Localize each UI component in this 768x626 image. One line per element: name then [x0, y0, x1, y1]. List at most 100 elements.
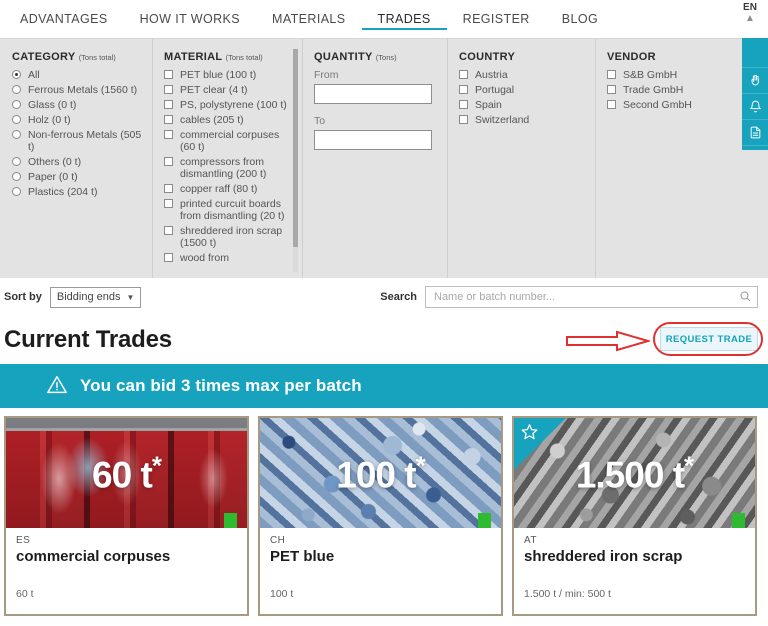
- checkbox-option-compressors[interactable]: compressors from dismantling (200 t): [164, 156, 292, 180]
- bookmark-ribbon-icon[interactable]: [224, 513, 237, 528]
- quantity-to-input[interactable]: [314, 130, 432, 150]
- filter-category-title: CATEGORY (Tons total): [12, 51, 116, 63]
- bookmark-ribbon-icon[interactable]: [732, 513, 745, 528]
- filter-category: CATEGORY (Tons total) All Ferrous Metals…: [0, 39, 152, 278]
- warning-icon: [46, 374, 80, 399]
- checkbox-option-pet-clear[interactable]: PET clear (4 t): [164, 84, 292, 96]
- quantity-from-input[interactable]: [314, 84, 432, 104]
- checkbox-icon: [164, 100, 173, 109]
- checkbox-option-sb-gmbh[interactable]: S&B GmbH: [607, 69, 735, 81]
- language-selector[interactable]: EN ▲: [736, 2, 764, 25]
- checkbox-option-portugal[interactable]: Portugal: [459, 84, 585, 96]
- checkbox-icon: [164, 199, 173, 208]
- nav-item-trades[interactable]: TRADES: [361, 8, 447, 30]
- checkbox-icon: [164, 70, 173, 79]
- checkbox-icon: [164, 226, 173, 235]
- nav-item-blog[interactable]: BLOG: [561, 12, 599, 26]
- nav-item-advantages[interactable]: ADVANTAGES: [20, 12, 108, 26]
- card-country: CH: [270, 535, 286, 546]
- checkbox-option-ps-polystyrene[interactable]: PS, polystyrene (100 t): [164, 99, 292, 111]
- radio-option-paper[interactable]: Paper (0 t): [12, 171, 142, 183]
- checkbox-icon: [164, 130, 173, 139]
- checkbox-icon: [607, 70, 616, 79]
- star-icon[interactable]: [521, 423, 538, 443]
- trade-card-list: 60 t* ES commercial corpuses 60 t 100 t*…: [0, 408, 768, 616]
- checkbox-option-second-gmbh[interactable]: Second GmbH: [607, 99, 735, 111]
- page-title: Current Trades: [4, 326, 172, 353]
- checkbox-option-trade-gmbh[interactable]: Trade GmbH: [607, 84, 735, 96]
- checkbox-icon: [164, 253, 173, 262]
- search-input[interactable]: [432, 288, 739, 306]
- chevron-up-icon: ▲: [745, 13, 755, 24]
- card-quantity-overlay: 60 t*: [92, 450, 162, 496]
- nav-item-how-it-works[interactable]: HOW IT WORKS: [139, 12, 240, 26]
- checkbox-option-austria[interactable]: Austria: [459, 69, 585, 81]
- card-country: AT: [524, 535, 537, 546]
- search-field[interactable]: [425, 286, 758, 308]
- checkbox-option-cables[interactable]: cables (205 t): [164, 114, 292, 126]
- sort-by-label: Sort by: [4, 291, 42, 303]
- search-icon[interactable]: [739, 290, 751, 305]
- checkbox-icon: [164, 184, 173, 193]
- language-label: EN: [743, 2, 757, 13]
- radio-option-holz[interactable]: Holz (0 t): [12, 114, 142, 126]
- checkbox-option-spain[interactable]: Spain: [459, 99, 585, 111]
- checkbox-option-commercial-corpuses[interactable]: commercial corpuses (60 t): [164, 129, 292, 153]
- checkbox-option-switzerland[interactable]: Switzerland: [459, 114, 585, 126]
- card-quantity-overlay: 1.500 t*: [575, 450, 694, 496]
- filter-quantity-title: QUANTITY (Tons): [314, 51, 397, 63]
- bell-icon[interactable]: [742, 94, 768, 120]
- trade-card[interactable]: 1.500 t* AT shreddered iron scrap 1.500 …: [512, 416, 757, 616]
- checkbox-option-copper-raff[interactable]: copper raff (80 t): [164, 183, 292, 195]
- radio-icon: [12, 157, 21, 166]
- search-area: Search: [380, 286, 758, 308]
- card-country: ES: [16, 535, 31, 546]
- radio-icon: [12, 130, 21, 139]
- filter-material-title: MATERIAL (Tons total): [164, 51, 263, 63]
- nav-item-materials[interactable]: MATERIALS: [272, 12, 346, 26]
- filter-quantity: QUANTITY (Tons) From To: [302, 39, 447, 278]
- hand-icon[interactable]: [742, 68, 768, 94]
- checkbox-icon: [459, 100, 468, 109]
- quantity-from-label: From: [314, 69, 339, 81]
- card-body: ES commercial corpuses 60 t: [6, 528, 247, 600]
- request-trade-button[interactable]: REQUEST TRADE: [660, 327, 758, 351]
- trade-card[interactable]: 100 t* CH PET blue 100 t: [258, 416, 503, 616]
- radio-option-ferrous-metals[interactable]: Ferrous Metals (1560 t): [12, 84, 142, 96]
- card-body: AT shreddered iron scrap 1.500 t / min: …: [514, 528, 755, 600]
- checkbox-icon: [164, 115, 173, 124]
- card-title: shreddered iron scrap: [524, 548, 683, 565]
- radio-option-glass[interactable]: Glass (0 t): [12, 99, 142, 111]
- radio-option-all[interactable]: All: [12, 69, 142, 81]
- sort-and-search-bar: Sort by Bidding ends ▼ Search: [0, 278, 768, 316]
- bookmark-ribbon-icon[interactable]: [478, 513, 491, 528]
- material-scrollbar-thumb[interactable]: [293, 49, 298, 247]
- bid-limit-banner: You can bid 3 times max per batch: [0, 364, 768, 408]
- trade-card[interactable]: 60 t* ES commercial corpuses 60 t: [4, 416, 249, 616]
- radio-option-plastics[interactable]: Plastics (204 t): [12, 186, 142, 198]
- card-title: PET blue: [270, 548, 335, 565]
- radio-option-others[interactable]: Others (0 t): [12, 156, 142, 168]
- radio-icon: [12, 172, 21, 181]
- checkbox-option-printed-circuit-boards[interactable]: printed curcuit boards from dismantling …: [164, 198, 292, 222]
- nav-item-register[interactable]: REGISTER: [462, 12, 530, 26]
- filter-vendor-title: VENDOR: [607, 51, 656, 63]
- filter-material: MATERIAL (Tons total) PET blue (100 t) P…: [152, 39, 302, 278]
- card-image: 100 t*: [260, 418, 501, 528]
- radio-option-non-ferrous-metals[interactable]: Non-ferrous Metals (505 t): [12, 129, 142, 153]
- filter-bar: CATEGORY (Tons total) All Ferrous Metals…: [0, 38, 768, 278]
- main-navigation: ADVANTAGES HOW IT WORKS MATERIALS TRADES…: [0, 0, 768, 38]
- checkbox-icon: [164, 157, 173, 166]
- sort-by-select[interactable]: Bidding ends ▼: [49, 286, 142, 308]
- page-title-row: Current Trades REQUEST TRADE: [0, 316, 768, 364]
- card-meta: 1.500 t / min: 500 t: [524, 588, 611, 600]
- checkbox-option-wood[interactable]: wood from: [164, 252, 292, 264]
- checkbox-option-shreddered-iron-scrap[interactable]: shreddered iron scrap (1500 t): [164, 225, 292, 249]
- search-label: Search: [380, 291, 417, 303]
- checkbox-option-pet-blue[interactable]: PET blue (100 t): [164, 69, 292, 81]
- card-image: 1.500 t*: [514, 418, 755, 528]
- document-icon[interactable]: [742, 120, 768, 146]
- filter-country: COUNTRY Austria Portugal Spain Switzerla…: [447, 39, 595, 278]
- filter-vendor: VENDOR S&B GmbH Trade GmbH Second GmbH: [595, 39, 745, 278]
- checkbox-icon: [459, 85, 468, 94]
